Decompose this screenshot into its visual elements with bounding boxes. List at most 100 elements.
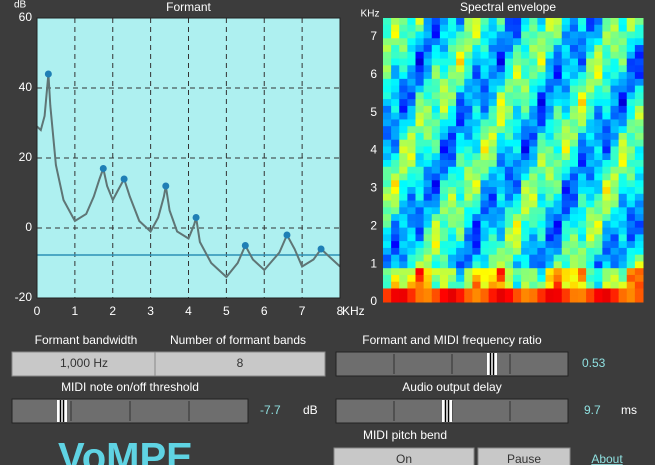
spectrogram-cell (383, 261, 392, 269)
spectrogram-cell (602, 153, 611, 161)
spectrogram-cell (423, 180, 433, 188)
slider[interactable] (335, 398, 569, 424)
spectrogram-cell (529, 92, 538, 100)
spectrogram-cell (383, 207, 392, 215)
spectrogram-cell (553, 254, 563, 262)
spectrogram-cell (456, 51, 465, 60)
spectrogram-cell (618, 268, 628, 276)
spectrogram-cell (439, 234, 449, 242)
spectrogram-cell (383, 247, 392, 256)
spectrogram-cell (529, 119, 538, 127)
spectrogram-cell (488, 139, 498, 147)
spectrogram-cell (504, 119, 514, 127)
spectrogram-cell (399, 187, 408, 195)
spectrogram-cell (456, 99, 465, 107)
spectrogram-cell (594, 99, 603, 107)
spectrogram-cell (496, 72, 506, 80)
spectrogram-cell (439, 160, 449, 168)
spectrogram-cell (431, 126, 441, 134)
spectrogram-cell (456, 166, 465, 175)
spectrogram-cell (488, 187, 498, 195)
spectrogram-cell (553, 241, 563, 249)
slider[interactable] (335, 351, 569, 377)
spectrogram-cell (407, 268, 416, 276)
spectrogram-cell (578, 58, 587, 66)
spectrogram-cell (561, 274, 571, 283)
about-link[interactable]: About (591, 452, 623, 465)
spectrogram-cell (602, 288, 611, 296)
spectrogram-cell (391, 281, 400, 289)
spectrogram-cell (610, 173, 620, 181)
spectrogram-cell (464, 173, 473, 181)
spectrogram-cell (480, 78, 490, 87)
spectrogram-cell (513, 153, 522, 161)
spectrogram-cell (472, 78, 481, 87)
pause-button[interactable] (477, 447, 571, 465)
spectrogram-cell (504, 207, 514, 215)
spectrogram-cell (529, 45, 538, 53)
spectrogram-cell (529, 274, 538, 283)
spectrogram-cell (439, 288, 449, 296)
spectrogram-cell (496, 247, 506, 256)
spectrogram-cell (456, 180, 465, 188)
spectrogram-cell (456, 38, 465, 46)
spectrogram-cell (513, 45, 522, 53)
spectrogram-cell (602, 45, 611, 53)
spectrogram-cell (423, 58, 433, 66)
control-label: Audio output delay (402, 380, 501, 394)
y-tick-label: 6 (370, 67, 377, 81)
spectrogram-cell (415, 132, 425, 141)
spectrogram-cell (448, 153, 457, 161)
spectrogram-cell (578, 18, 587, 26)
spectrogram-cell (407, 139, 416, 147)
spectrogram-cell (423, 187, 433, 195)
spectrogram-cell (415, 153, 425, 161)
on-button[interactable] (333, 447, 475, 465)
spectrogram-cell (383, 45, 392, 53)
spectrogram-cell (431, 166, 441, 175)
spectrogram-cell (594, 51, 603, 60)
spectrogram-cell (529, 268, 538, 276)
spectrogram-cell (472, 92, 481, 100)
spectrogram-cell (513, 234, 522, 242)
spectrogram-cell (513, 31, 522, 39)
spectrogram-cell (415, 200, 425, 208)
spectrogram-cell (561, 132, 571, 141)
spectrogram-cell (456, 207, 465, 215)
spectrogram-cell (415, 72, 425, 80)
bands-box[interactable] (154, 351, 326, 377)
spectrogram-cell (618, 132, 628, 141)
spectrogram-cell (586, 65, 595, 73)
spectrogram-cell (529, 207, 538, 215)
spectrogram-cell (472, 180, 481, 188)
spectrogram-cell (553, 295, 563, 303)
spectrogram-cell (586, 274, 595, 283)
spectrogram-cell (464, 261, 473, 269)
spectrogram-cell (610, 281, 620, 289)
spectrogram-cell (561, 268, 571, 276)
spectrogram-cell (602, 295, 611, 303)
spectrogram-cell (431, 295, 441, 303)
spectrogram-cell (439, 180, 449, 188)
spectrogram-cell (407, 261, 416, 269)
spectrogram-cell (569, 160, 579, 168)
spectrogram-cell (610, 247, 620, 256)
spectrogram-cell (586, 119, 595, 127)
spectrogram-cell (634, 193, 644, 202)
spectrogram-cell (496, 112, 506, 120)
spectrogram-cell (496, 139, 506, 147)
spectrogram-cell (431, 72, 441, 80)
spectrogram-cell (634, 268, 644, 276)
chart-title: Spectral envelope (460, 0, 556, 14)
spectrogram-cell (439, 31, 449, 39)
spectrogram-cell (504, 247, 514, 256)
spectrogram-cell (553, 166, 563, 175)
spectrogram-cell (399, 247, 408, 256)
bandwidth-box[interactable] (11, 351, 156, 377)
spectrogram-cell (545, 207, 555, 215)
spectrogram-cell (610, 85, 620, 93)
spectrogram-cell (545, 85, 555, 93)
spectrogram-cell (513, 72, 522, 80)
spectrogram-cell (618, 187, 628, 195)
slider[interactable] (11, 398, 249, 424)
